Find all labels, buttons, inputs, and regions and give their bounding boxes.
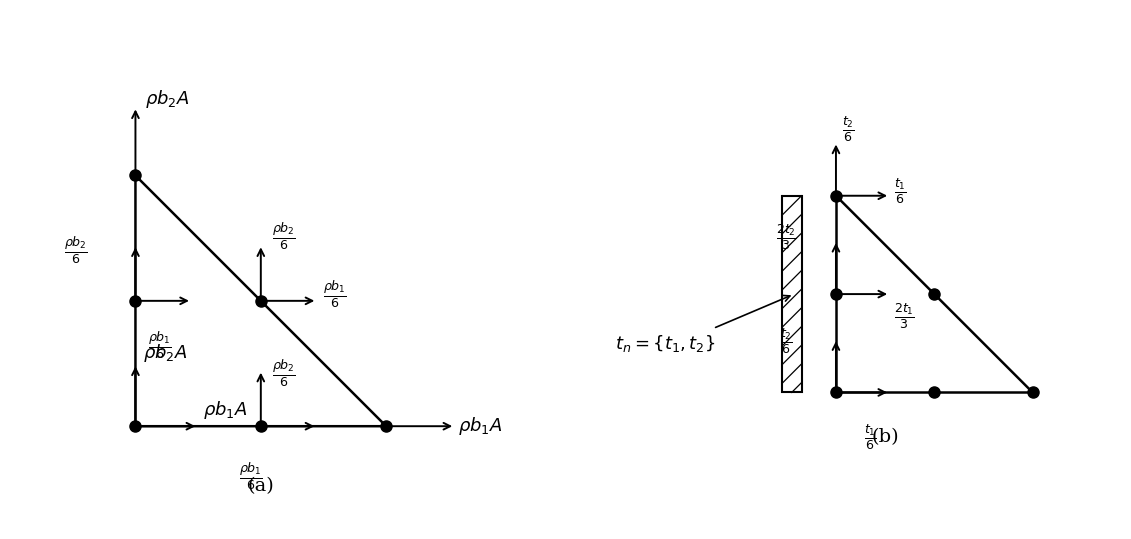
- Text: $\frac{\rho b_2}{6}$: $\frac{\rho b_2}{6}$: [64, 234, 88, 266]
- Text: $\frac{\rho b_2}{6}$: $\frac{\rho b_2}{6}$: [273, 220, 296, 252]
- Text: $\rho b_2 A$: $\rho b_2 A$: [143, 342, 188, 363]
- Text: $\frac{t_1}{6}$: $\frac{t_1}{6}$: [893, 176, 907, 206]
- Bar: [782, 196, 802, 392]
- Text: $\frac{t_1}{6}$: $\frac{t_1}{6}$: [864, 422, 877, 452]
- Text: $\frac{2t_1}{3}$: $\frac{2t_1}{3}$: [893, 301, 915, 331]
- Text: $\frac{\rho b_2}{6}$: $\frac{\rho b_2}{6}$: [273, 357, 296, 389]
- Text: $\frac{\rho b_1}{6}$: $\frac{\rho b_1}{6}$: [240, 461, 264, 493]
- Text: $\rho b_1 A$: $\rho b_1 A$: [458, 415, 502, 437]
- Text: (b): (b): [871, 429, 899, 446]
- Text: $\frac{t_2}{6}$: $\frac{t_2}{6}$: [780, 326, 793, 356]
- Text: $\frac{t_2}{6}$: $\frac{t_2}{6}$: [841, 114, 855, 144]
- Text: $\rho b_2 A$: $\rho b_2 A$: [145, 88, 189, 109]
- Text: (a): (a): [248, 477, 274, 495]
- Text: $\frac{\rho b_1}{6}$: $\frac{\rho b_1}{6}$: [148, 329, 172, 361]
- Text: $\rho b_1 A$: $\rho b_1 A$: [204, 399, 248, 421]
- Text: $\frac{\rho b_1}{6}$: $\frac{\rho b_1}{6}$: [323, 279, 347, 310]
- Text: $\frac{2t_2}{3}$: $\frac{2t_2}{3}$: [776, 223, 797, 252]
- Text: $t_n = \{t_1, t_2\}$: $t_n = \{t_1, t_2\}$: [614, 333, 715, 354]
